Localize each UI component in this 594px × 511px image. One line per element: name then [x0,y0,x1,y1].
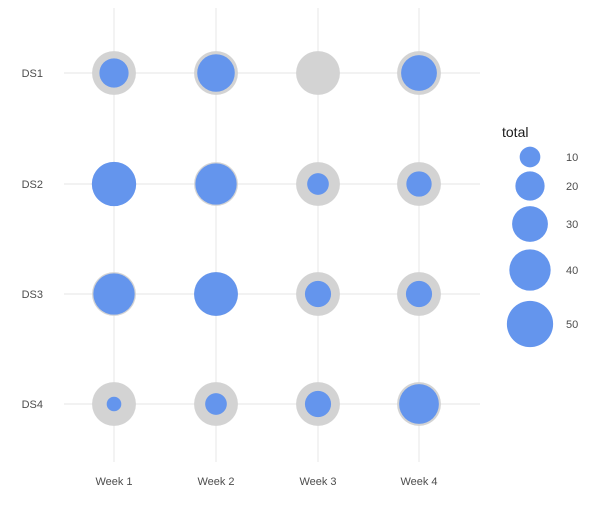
data-bubble [106,396,122,412]
x-tick-label: Week 2 [197,476,234,488]
data-bubble [304,390,332,418]
legend-key [515,171,545,201]
x-tick-label: Week 3 [299,476,336,488]
legend-label: 50 [566,319,578,331]
data-bubble [93,273,135,315]
data-bubble [205,393,227,415]
x-tick-label: Week 1 [95,476,132,488]
y-axis: DS1 DS2 DS3 DS4 [22,68,43,411]
data-bubble [194,272,238,316]
legend-label: 30 [566,219,578,231]
x-tick-label: Week 4 [400,476,437,488]
background-bubble [296,51,340,95]
data-bubble [195,163,237,205]
data-bubble [91,161,137,207]
legend-key [509,249,551,291]
data-bubble [401,55,437,91]
y-tick-label: DS4 [22,399,43,411]
data-bubble [406,171,432,197]
legend: total 10 20 30 40 50 [502,124,578,348]
y-tick-label: DS2 [22,179,43,191]
value-bubbles [91,54,439,424]
legend-key [512,206,548,242]
background-bubbles [92,51,441,426]
legend-label: 10 [566,152,578,164]
legend-key [506,300,554,348]
data-bubble [399,384,439,424]
legend-key [519,146,541,168]
data-bubble [99,58,129,88]
data-bubble [197,54,235,92]
legend-title: total [502,124,528,140]
y-tick-label: DS1 [22,68,43,80]
y-tick-label: DS3 [22,289,43,301]
legend-label: 40 [566,265,578,277]
data-bubble [304,280,332,308]
legend-label: 20 [566,181,578,193]
data-bubble [405,280,433,308]
data-bubble [307,173,329,195]
x-axis: Week 1 Week 2 Week 3 Week 4 [95,476,437,488]
